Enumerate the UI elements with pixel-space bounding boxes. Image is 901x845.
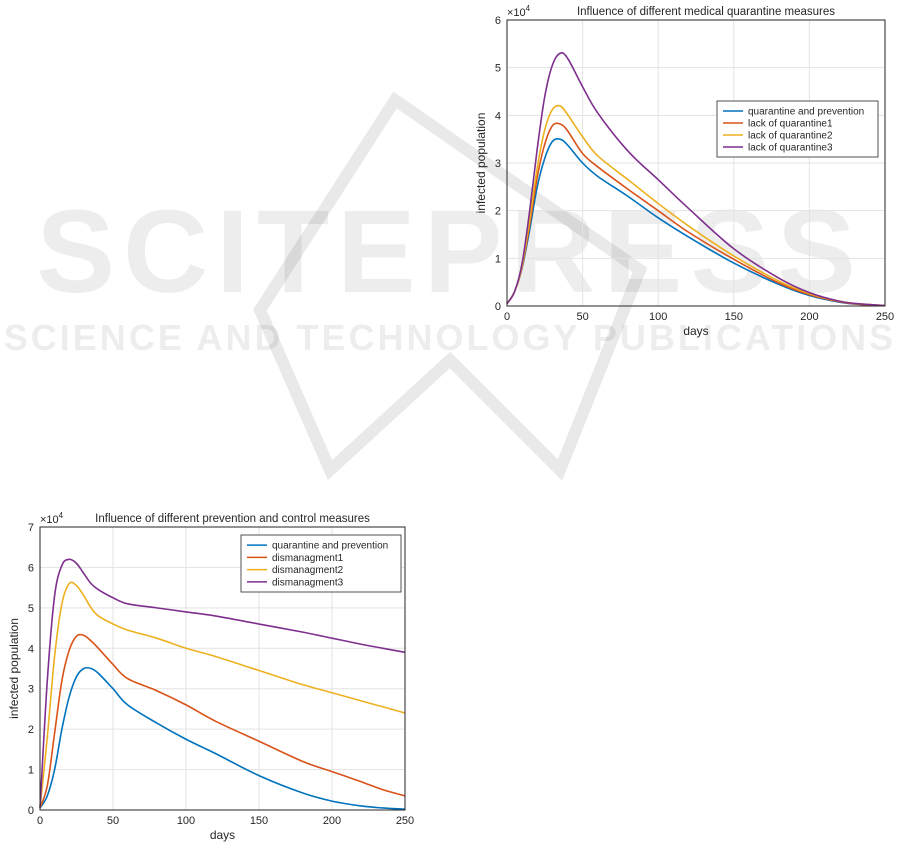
y-tick-label: 4 — [495, 110, 501, 122]
x-tick-label: 150 — [725, 311, 743, 323]
exponent-base: ×10 — [507, 7, 526, 19]
x-tick-label: 200 — [323, 815, 341, 827]
axes-box — [39, 526, 406, 811]
legend-label: quarantine and prevention — [272, 541, 388, 552]
x-axis-label: days — [683, 324, 708, 338]
y-tick-label: 0 — [495, 301, 501, 313]
x-tick-label: 250 — [876, 311, 894, 323]
axes-box — [506, 19, 886, 307]
x-tick-label: 0 — [37, 815, 43, 827]
y-axis-label: infected population — [474, 113, 488, 214]
x-tick-label: 100 — [177, 815, 195, 827]
tick-labels: 0 50 100 150 200 250 0 1 2 3 4 5 6 — [495, 15, 894, 323]
legend-label: lack of quarantine3 — [748, 143, 833, 154]
chart-title: Influence of different medical quarantin… — [577, 6, 835, 18]
y-tick-label: 0 — [28, 805, 34, 817]
series-line — [39, 581, 406, 809]
exponent-base: ×10 — [40, 514, 59, 526]
exponent-power: 4 — [526, 4, 531, 13]
y-tick-label: 2 — [28, 724, 34, 736]
legend-label: quarantine and prevention — [748, 107, 864, 118]
legend-label: lack of quarantine1 — [748, 119, 833, 130]
y-tick-label: 1 — [28, 765, 34, 777]
y-tick-label: 4 — [28, 643, 34, 655]
legend-label: dismanagment2 — [272, 565, 344, 576]
series-line — [39, 633, 406, 809]
series-line — [506, 104, 886, 307]
y-tick-label: 6 — [28, 562, 34, 574]
legend-label: dismanagment3 — [272, 577, 344, 588]
y-tick-label: 7 — [28, 522, 34, 534]
x-tick-label: 200 — [800, 311, 818, 323]
series-lines — [506, 52, 886, 307]
watermark-shape — [253, 91, 648, 481]
x-tick-label: 100 — [649, 311, 667, 323]
x-tick-label: 0 — [504, 311, 510, 323]
x-axis-label: days — [210, 828, 235, 842]
tick-labels: 0 50 100 150 200 250 0 1 2 3 4 5 6 7 — [28, 522, 414, 827]
y-tick-label: 5 — [28, 603, 34, 615]
y-tick-label: 3 — [495, 158, 501, 170]
legend-box — [716, 100, 879, 158]
y-tick-label: 1 — [495, 253, 501, 265]
y-tick-label: 6 — [495, 15, 501, 27]
y-tick-label: 3 — [28, 684, 34, 696]
exponent-power: 4 — [59, 511, 64, 520]
y-axis-label: infected population — [7, 618, 21, 719]
x-tick-label: 50 — [576, 311, 588, 323]
series-line — [39, 558, 406, 809]
exponent-label: ×104 — [507, 4, 531, 19]
series-lines — [39, 558, 406, 810]
series-line — [506, 52, 886, 307]
y-tick-label: 5 — [495, 63, 501, 75]
watermark-tagline: SCIENCE AND TECHNOLOGY PUBLICATIONS — [4, 317, 896, 358]
x-tick-label: 50 — [107, 815, 119, 827]
x-tick-label: 150 — [250, 815, 268, 827]
legend: quarantine and preventiondismanagment1di… — [240, 534, 402, 593]
legend-box — [240, 534, 402, 593]
legend-label: dismanagment1 — [272, 553, 344, 564]
legend-label: lack of quarantine2 — [748, 131, 833, 142]
watermark-word: SCITEPRESS — [36, 186, 864, 318]
y-tick-label: 2 — [495, 206, 501, 218]
exponent-label: ×104 — [40, 511, 64, 526]
x-tick-label: 250 — [396, 815, 414, 827]
series-line — [506, 138, 886, 307]
chart-title: Influence of different prevention and co… — [95, 513, 370, 525]
series-line — [39, 666, 406, 810]
